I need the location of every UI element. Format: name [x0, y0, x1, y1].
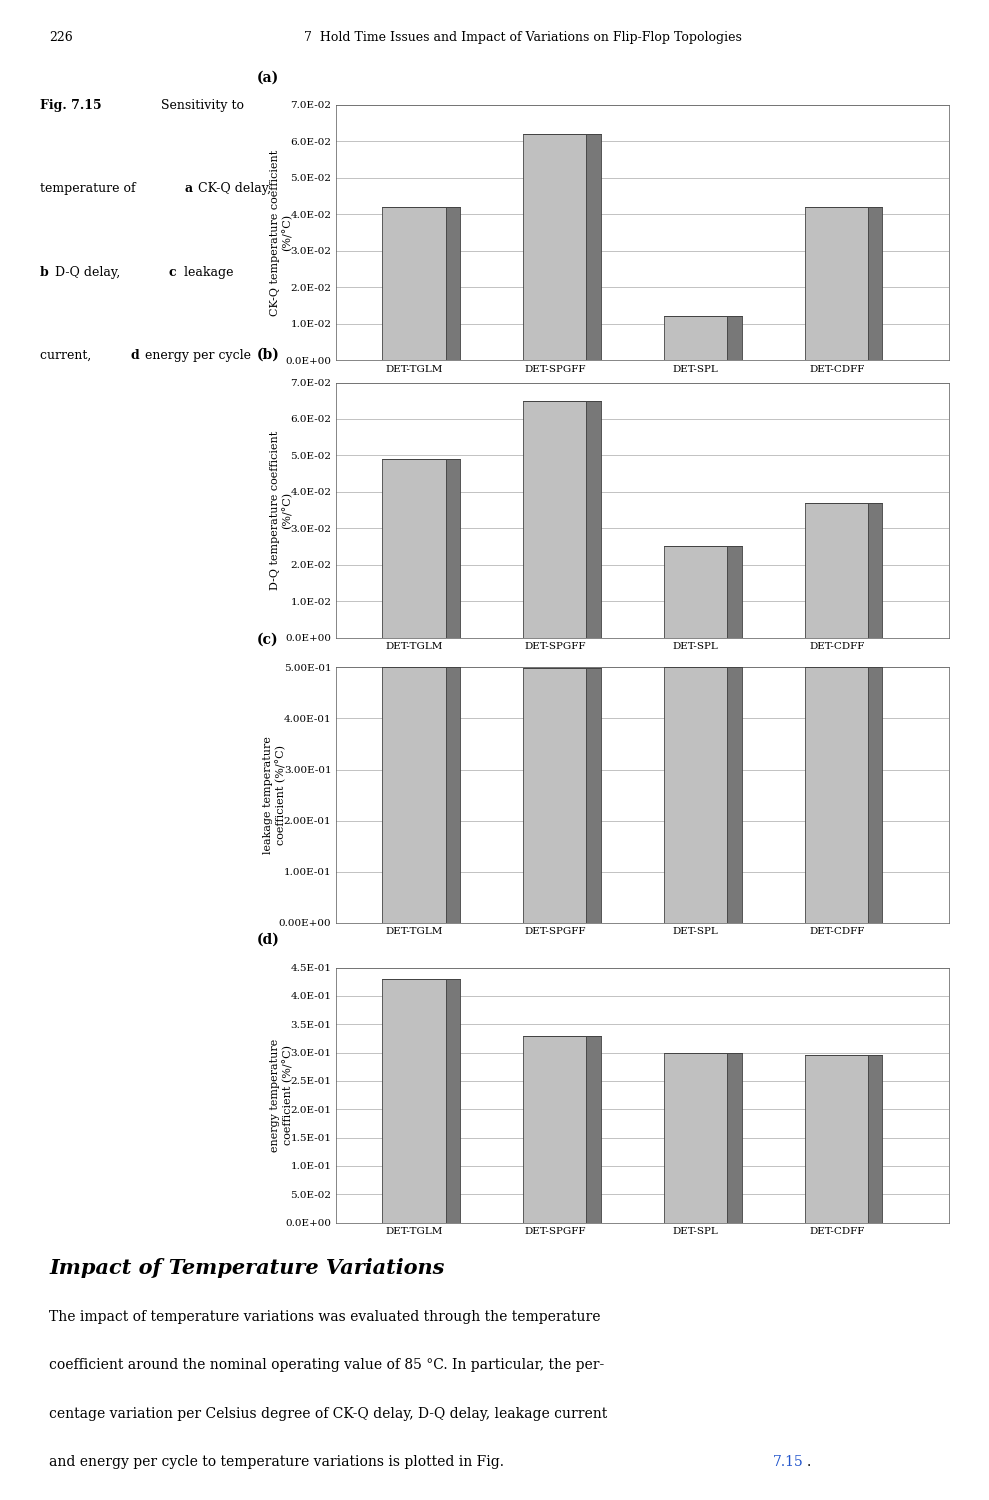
Text: leakage: leakage: [180, 266, 233, 279]
Text: b: b: [40, 266, 48, 279]
Polygon shape: [728, 668, 742, 922]
Bar: [805, 1056, 868, 1222]
Bar: [664, 1053, 728, 1222]
Bar: [523, 1035, 586, 1222]
Bar: [805, 207, 868, 360]
Text: Sensitivity to: Sensitivity to: [152, 99, 243, 112]
Bar: [382, 980, 445, 1222]
Bar: [523, 134, 586, 360]
Polygon shape: [586, 668, 600, 922]
Polygon shape: [445, 207, 460, 360]
Y-axis label: D-Q temperature coefficient
(%/°C): D-Q temperature coefficient (%/°C): [270, 430, 293, 590]
Text: CK-Q delay,: CK-Q delay,: [194, 183, 271, 195]
Text: current,: current,: [40, 350, 95, 361]
Polygon shape: [445, 980, 460, 1222]
Text: .: .: [806, 1455, 811, 1468]
Text: (a): (a): [256, 70, 279, 84]
Text: 7  Hold Time Issues and Impact of Variations on Flip-Flop Topologies: 7 Hold Time Issues and Impact of Variati…: [305, 32, 742, 44]
Text: 7.15: 7.15: [772, 1455, 803, 1468]
Polygon shape: [728, 316, 742, 360]
Polygon shape: [868, 668, 882, 922]
Polygon shape: [868, 503, 882, 638]
Bar: [382, 668, 445, 922]
Text: The impact of temperature variations was evaluated through the temperature: The impact of temperature variations was…: [49, 1310, 601, 1324]
Polygon shape: [868, 207, 882, 360]
Bar: [664, 546, 728, 638]
Text: Impact of Temperature Variations: Impact of Temperature Variations: [49, 1257, 445, 1278]
Text: Fig. 7.15: Fig. 7.15: [40, 99, 101, 112]
Polygon shape: [586, 400, 600, 638]
Text: (c): (c): [256, 633, 278, 646]
Text: temperature of: temperature of: [40, 183, 139, 195]
Polygon shape: [445, 668, 460, 922]
Text: a: a: [185, 183, 193, 195]
Y-axis label: leakage temperature
coefficient (%/°C): leakage temperature coefficient (%/°C): [263, 736, 286, 854]
Y-axis label: CK-Q temperature coefficient
(%/°C): CK-Q temperature coefficient (%/°C): [270, 150, 293, 315]
Text: and energy per cycle to temperature variations is plotted in Fig.: and energy per cycle to temperature vari…: [49, 1455, 508, 1468]
Text: 226: 226: [49, 32, 73, 44]
Text: D-Q delay,: D-Q delay,: [51, 266, 125, 279]
Y-axis label: energy temperature
coefficient (%/°C): energy temperature coefficient (%/°C): [270, 1038, 293, 1152]
Polygon shape: [445, 459, 460, 638]
Bar: [382, 459, 445, 638]
Polygon shape: [868, 1056, 882, 1222]
Polygon shape: [728, 1053, 742, 1222]
Polygon shape: [586, 134, 600, 360]
Bar: [523, 400, 586, 638]
Bar: [382, 207, 445, 360]
Bar: [664, 316, 728, 360]
Text: (d): (d): [256, 933, 280, 946]
Bar: [664, 668, 728, 922]
Text: energy per cycle: energy per cycle: [141, 350, 251, 361]
Text: d: d: [131, 350, 139, 361]
Bar: [805, 668, 868, 922]
Bar: [805, 503, 868, 638]
Text: (b): (b): [256, 348, 280, 361]
Text: coefficient around the nominal operating value of 85 °C. In particular, the per-: coefficient around the nominal operating…: [49, 1359, 604, 1372]
Bar: [523, 668, 586, 922]
Polygon shape: [586, 1035, 600, 1222]
Polygon shape: [728, 546, 742, 638]
Text: c: c: [168, 266, 176, 279]
Text: centage variation per Celsius degree of CK-Q delay, D-Q delay, leakage current: centage variation per Celsius degree of …: [49, 1407, 607, 1420]
